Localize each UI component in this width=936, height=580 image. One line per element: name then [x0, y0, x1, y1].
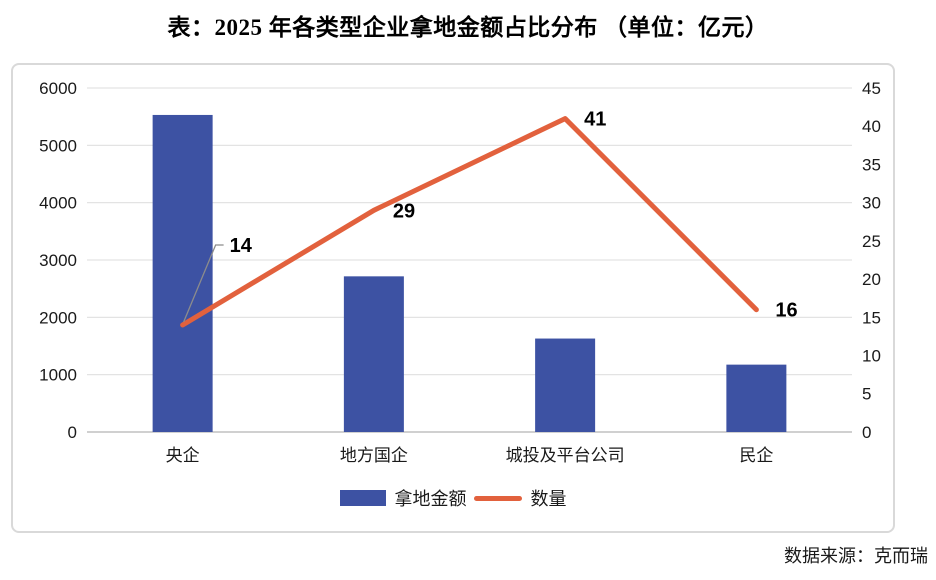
right-axis-tick: 0: [862, 423, 871, 442]
left-axis-tick: 3000: [39, 251, 77, 270]
legend-item-line: 数量: [473, 485, 567, 511]
chart-legend: 拿地金额 数量: [13, 486, 893, 510]
x-axis-label: 央企: [166, 446, 200, 465]
left-axis-tick: 4000: [39, 194, 77, 213]
page-title: 表：2025 年各类型企业拿地金额占比分布 （单位：亿元）: [167, 15, 769, 40]
data-label: 14: [230, 235, 253, 257]
bar: [726, 364, 787, 432]
x-axis-label: 民企: [739, 446, 773, 465]
right-axis-tick: 10: [862, 347, 881, 366]
legend-bar-label: 拿地金额: [394, 489, 467, 509]
line-series-swatch-icon: [473, 495, 522, 501]
chart-svg: 6000 5000 4000 3000 2000 1000 0 45 40 35 30 25 20 15 1…: [39, 79, 881, 465]
right-axis-tick: 5: [862, 385, 871, 404]
bar: [343, 276, 404, 432]
data-label: 41: [584, 109, 606, 131]
data-label: 16: [775, 300, 797, 322]
x-axis-label: 城投及平台公司: [506, 446, 625, 465]
right-axis-tick: 15: [862, 308, 881, 327]
trend-line: [180, 116, 759, 328]
right-axis-tick: 30: [862, 194, 881, 213]
left-axis-tick: 0: [68, 423, 77, 442]
data-label-callout: [183, 244, 224, 323]
chart-box: 6000 5000 4000 3000 2000 1000 0 45 40 35 30 25 20 15 1…: [11, 63, 895, 533]
right-axis-tick: 45: [862, 79, 881, 98]
left-axis-tick: 2000: [39, 308, 77, 327]
bar-series-swatch-icon: [339, 490, 386, 506]
right-axis-tick: 20: [862, 270, 881, 289]
legend-line-label: 数量: [530, 489, 567, 509]
x-axis-label: 地方国企: [340, 446, 408, 465]
legend-item-bar: 拿地金额: [339, 485, 467, 511]
data-source-note: 数据来源：克而瑞: [784, 546, 928, 566]
data-label: 29: [393, 200, 415, 222]
bar: [152, 114, 213, 433]
right-axis-tick: 25: [862, 232, 881, 251]
left-axis-tick: 1000: [39, 366, 77, 385]
right-axis-tick: 40: [862, 117, 881, 136]
left-axis-tick: 5000: [39, 136, 77, 155]
bar: [535, 338, 596, 432]
right-axis-tick: 35: [862, 155, 881, 174]
left-axis-tick: 6000: [39, 79, 77, 98]
